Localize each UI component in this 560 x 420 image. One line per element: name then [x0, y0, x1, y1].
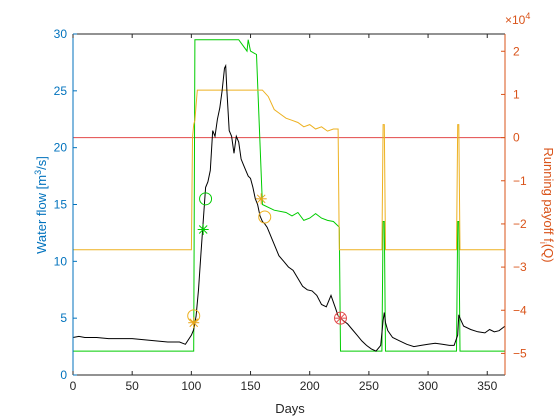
right-tick-label: −1: [513, 174, 527, 188]
right-tick-label: 1: [513, 87, 520, 101]
star-stroke: [189, 318, 199, 328]
x-tick-label: 100: [181, 379, 201, 393]
series-line-2: [73, 89, 505, 251]
left-tick-label: 30: [54, 27, 68, 41]
x-tick-label: 0: [70, 379, 77, 393]
left-tick-label: 0: [60, 368, 67, 382]
circle-marker-2: [258, 210, 272, 224]
right-tick-label: −3: [513, 260, 527, 274]
left-axis-title: Water flow [m3/s]: [33, 156, 49, 254]
right-axis-exponent: ×104: [505, 11, 530, 27]
x-tick-label: 300: [418, 379, 438, 393]
left-tick-label: 25: [54, 84, 68, 98]
right-axis-title: Running payoff fi(Q): [538, 147, 556, 262]
x-tick-label: 250: [359, 379, 379, 393]
left-tick-label: 10: [54, 254, 68, 268]
axes: 0 50 100 150 200 250 300 350051015202530−5−4−3−…: [54, 27, 527, 393]
right-tick-label: −2: [513, 217, 527, 231]
x-tick-label: 150: [241, 379, 261, 393]
x-tick-label: 200: [300, 379, 320, 393]
left-tick-label: 15: [54, 198, 68, 212]
circle-marker-3: [333, 311, 347, 325]
star-stroke: [336, 313, 345, 323]
x-tick-label: 50: [125, 379, 139, 393]
right-tick-label: −4: [513, 303, 527, 317]
x-axis-title: Days: [275, 401, 305, 416]
star-marker-5: [188, 317, 200, 329]
plot-marks: [72, 39, 506, 352]
series-line-0: [72, 63, 506, 352]
right-tick-label: 2: [513, 44, 520, 58]
star-marker-7: [334, 312, 346, 324]
series-line-1: [73, 39, 505, 352]
right-tick-label: −5: [513, 346, 527, 360]
x-tick-label: 350: [477, 379, 497, 393]
star-stroke: [198, 225, 208, 234]
star-stroke: [256, 194, 266, 204]
star-marker-6: [255, 193, 267, 205]
right-tick-label: 0: [513, 131, 520, 145]
star-marker-4: [197, 224, 209, 236]
left-tick-label: 20: [54, 141, 68, 155]
left-tick-label: 5: [60, 311, 67, 325]
circle-marker-0: [199, 192, 213, 206]
